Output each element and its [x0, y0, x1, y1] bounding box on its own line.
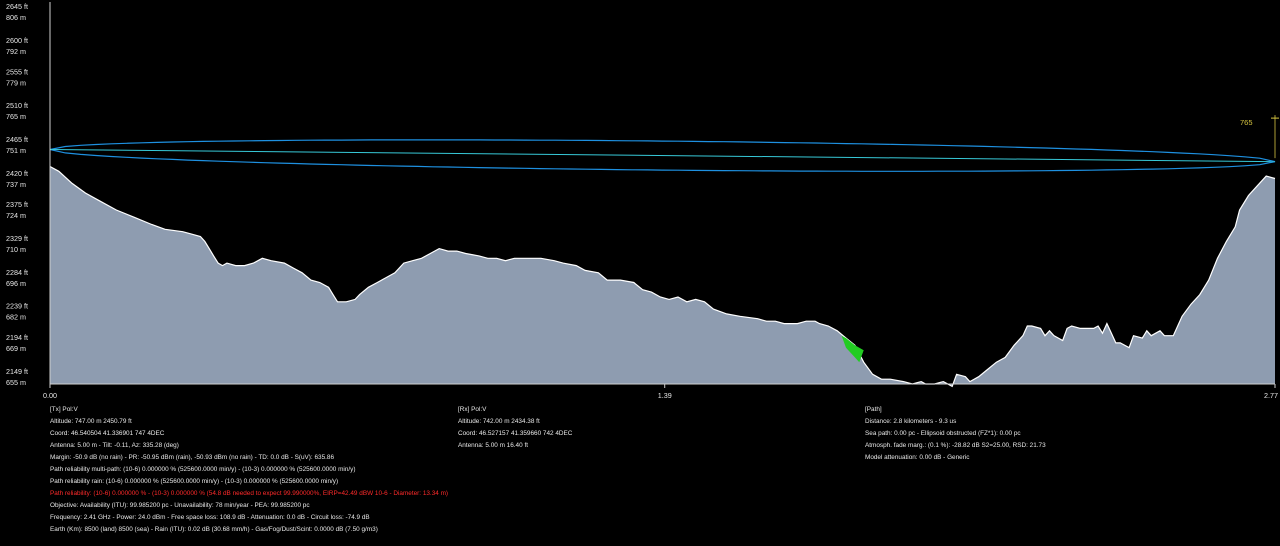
- y-tick-label-m: 682 m: [6, 313, 26, 322]
- x-tick-label: 1.39: [658, 391, 672, 400]
- y-tick-label-m: 696 m: [6, 279, 26, 288]
- y-tick-label-m: 737 m: [6, 180, 26, 189]
- y-tick-label-ft: 2284 ft: [6, 268, 28, 277]
- y-tick-label-m: 779 m: [6, 78, 26, 87]
- path-info-panel: [Path] Distance: 2.8 kilometers - 9.3 us…: [865, 404, 1046, 464]
- x-tick-label: 0.00: [43, 391, 57, 400]
- tx-antenna: Antenna: 5.00 m - Tilt: -0.11, Az: 335.2…: [50, 442, 179, 449]
- y-tick-label-m: 806 m: [6, 13, 26, 22]
- tx-reliability-rain: Path reliability rain: (10-6) 0.000000 %…: [50, 478, 339, 485]
- y-tick-label-m: 655 m: [6, 378, 26, 387]
- path-sea: Sea path: 0.00 pc - Ellipsoid obstructed…: [865, 430, 1021, 437]
- y-tick-label-ft: 2329 ft: [6, 234, 28, 243]
- y-tick-label-ft: 2420 ft: [6, 169, 28, 178]
- y-tick-label-m: 724 m: [6, 211, 26, 220]
- y-tick-label-m: 669 m: [6, 344, 26, 353]
- tx-reliability-multipath: Path reliability multi-path: (10-6) 0.00…: [50, 466, 356, 473]
- rx-antenna: Antenna: 5.00 m 16.40 ft: [458, 442, 528, 449]
- y-tick-label-ft: 2239 ft: [6, 302, 28, 311]
- line-of-sight: [49, 149, 1276, 163]
- rx-info-panel: [Rx] Pol:V Altitude: 742.00 m 2434.38 ft…: [458, 404, 572, 452]
- fresnel-obstruction: [841, 335, 864, 363]
- path-title: [Path]: [865, 406, 882, 413]
- tx-coord: Coord: 46.540504 41.336901 747 4DEC: [50, 430, 165, 437]
- rx-title: [Rx] Pol:V: [458, 406, 487, 413]
- y-tick-label-m: 710 m: [6, 245, 26, 254]
- rx-coord: Coord: 46.527157 41.359660 742 4DEC: [458, 430, 573, 437]
- tx-info-panel: [Tx] Pol:V Altitude: 747.00 m 2450.79 ft…: [50, 404, 448, 536]
- tx-reliability-warning: Path reliability: (10-6) 0.000000 % - (1…: [50, 490, 449, 497]
- y-tick-label-ft: 2555 ft: [6, 67, 28, 76]
- path-fade-margin: Atmosph. fade marg.: (0.1 %): -28.82 dB …: [865, 442, 1046, 449]
- tx-altitude: Altitude: 747.00 m 2450.79 ft: [50, 418, 132, 425]
- tx-objective: Objective: Availability (ITU): 99.985200…: [50, 502, 310, 509]
- tx-earth: Earth (Km): 8500 (land) 8500 (sea) - Rai…: [50, 526, 378, 533]
- x-tick-label: 2.77: [1264, 391, 1278, 400]
- y-tick-label-ft: 2375 ft: [6, 200, 28, 209]
- y-tick-label-m: 751 m: [6, 146, 26, 155]
- y-tick-label-m: 765 m: [6, 112, 26, 121]
- y-tick-label-ft: 2600 ft: [6, 36, 28, 45]
- terrain-outline: [49, 165, 1276, 388]
- path-profile-chart[interactable]: 2645 ft 806 m 2600 ft 792 m 2555 ft 779 m 2510…: [0, 0, 1280, 400]
- path-distance: Distance: 2.8 kilometers - 9.3 us: [865, 418, 957, 425]
- terrain-area: [50, 166, 1275, 387]
- tx-frequency: Frequency: 2.41 GHz - Power: 24.0 dBm - …: [50, 514, 370, 521]
- y-tick-label-ft: 2194 ft: [6, 333, 28, 342]
- y-tick-label-ft: 2510 ft: [6, 101, 28, 110]
- tx-margin: Margin: -50.9 dB (no rain) - PR: -50.95 …: [50, 454, 335, 461]
- y-tick-label-ft: 2465 ft: [6, 135, 28, 144]
- tx-title: [Tx] Pol:V: [50, 406, 78, 413]
- y-tick-label-m: 792 m: [6, 47, 26, 56]
- rx-altitude: Altitude: 742.00 m 2434.38 ft: [458, 418, 540, 425]
- path-model-attenuation: Model attenuation: 0.00 dB - Generic: [865, 454, 970, 461]
- height-marker-label: 765: [1240, 118, 1253, 127]
- y-tick-label-ft: 2645 ft: [6, 2, 28, 11]
- y-tick-label-ft: 2149 ft: [6, 367, 28, 376]
